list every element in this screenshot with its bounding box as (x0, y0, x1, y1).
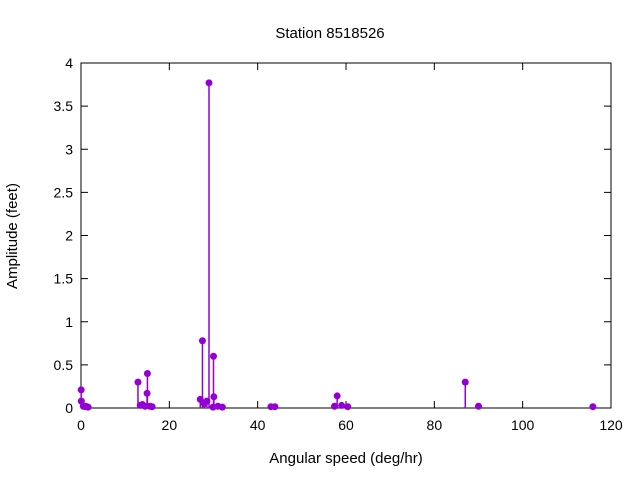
y-tick-label: 0.5 (54, 357, 74, 373)
y-tick-label: 4 (65, 55, 73, 71)
data-point (84, 403, 92, 411)
y-tick-label: 2.5 (54, 184, 74, 200)
data-point (331, 402, 339, 410)
data-point (205, 79, 213, 87)
x-axis-ticks: 0 20 40 60 80 100 120 (77, 63, 623, 433)
y-tick-label: 2 (65, 228, 73, 244)
data-point (218, 403, 226, 411)
x-tick-label: 100 (511, 417, 535, 433)
data-point (333, 392, 341, 400)
data-series-stems-and-points (77, 79, 597, 411)
x-axis-label: Angular speed (deg/hr) (269, 450, 422, 467)
data-point (338, 401, 346, 409)
y-tick-label: 0 (65, 400, 73, 416)
data-point (134, 378, 142, 386)
data-point (77, 386, 85, 394)
x-tick-label: 120 (599, 417, 623, 433)
chart-title: Station 8518526 (275, 25, 384, 42)
data-point (344, 403, 352, 411)
data-point (475, 402, 482, 410)
data-point (210, 352, 217, 360)
data-point (143, 370, 151, 377)
data-point (198, 337, 206, 345)
data-point (271, 403, 279, 411)
x-tick-label: 60 (338, 417, 354, 433)
y-tick-label: 1.5 (54, 271, 74, 287)
data-point (148, 403, 156, 411)
data-point (589, 403, 597, 411)
y-axis-ticks: 0 0.5 1 1.5 2 2.5 3 3.5 4 (54, 55, 611, 416)
data-point (461, 378, 469, 386)
x-tick-label: 0 (77, 417, 85, 433)
x-tick-label: 40 (250, 417, 266, 433)
x-tick-label: 20 (162, 417, 178, 433)
y-tick-label: 3 (65, 141, 73, 157)
y-tick-label: 1 (65, 314, 73, 330)
y-tick-label: 3.5 (54, 98, 74, 114)
y-axis-label: Amplitude (feet) (4, 183, 21, 289)
plot-border-rect (80, 62, 612, 409)
plot-border (80, 62, 612, 409)
data-point (210, 393, 218, 401)
x-tick-label: 80 (427, 417, 443, 433)
